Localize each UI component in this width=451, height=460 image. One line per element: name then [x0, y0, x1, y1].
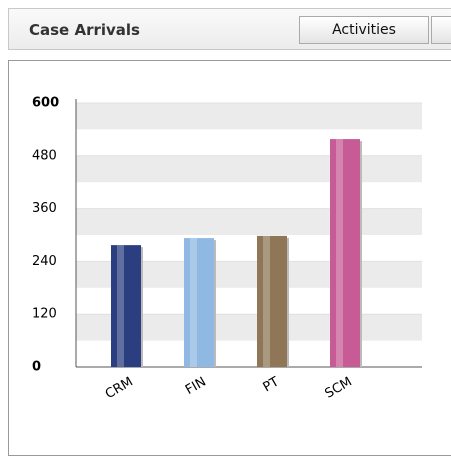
y-tick-label: 120	[32, 307, 57, 322]
bar-highlight	[263, 235, 270, 367]
grid-band	[76, 103, 422, 130]
y-tick-label: 600	[32, 96, 59, 111]
bar-highlight	[190, 238, 197, 367]
bar	[257, 235, 287, 367]
bar-highlight	[117, 245, 124, 367]
chart-panel	[8, 60, 451, 456]
x-tick-label: PT	[261, 374, 282, 395]
bar	[330, 139, 360, 367]
y-tick-label: 360	[32, 201, 57, 216]
x-tick-label: SCM	[323, 375, 355, 402]
bar-highlight	[336, 139, 343, 367]
y-tick-label: 480	[32, 148, 57, 163]
grid-band	[76, 208, 422, 235]
activities-button[interactable]: Activities	[299, 16, 429, 44]
x-tick-label: FIN	[183, 375, 209, 399]
bar	[184, 238, 214, 367]
widget-header: Case Arrivals Activities	[8, 8, 451, 50]
x-tick-label: CRM	[103, 375, 136, 403]
bar	[111, 245, 141, 367]
grid-band	[76, 155, 422, 183]
y-tick-label: 240	[32, 254, 57, 269]
widget-title: Case Arrivals	[29, 21, 140, 39]
y-tick-label: 0	[32, 360, 41, 375]
next-button[interactable]	[431, 16, 451, 44]
